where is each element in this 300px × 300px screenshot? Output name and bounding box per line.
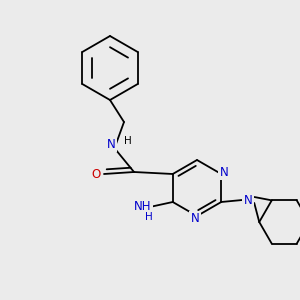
Text: N: N	[220, 166, 229, 178]
Text: H: H	[124, 136, 132, 146]
Text: N: N	[106, 137, 116, 151]
Text: N: N	[244, 194, 253, 206]
Text: H: H	[145, 212, 153, 222]
Text: O: O	[92, 167, 100, 181]
Text: N: N	[190, 212, 200, 226]
Text: NH: NH	[134, 200, 152, 212]
